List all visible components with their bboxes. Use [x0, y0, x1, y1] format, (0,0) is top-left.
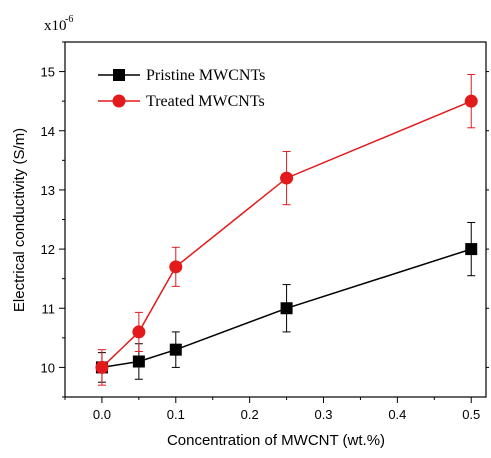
series-layer [95, 74, 478, 386]
data-point-treated [132, 325, 146, 339]
data-point-pristine [280, 302, 293, 315]
y-axis-label: Electrical conductivity (S/m) [11, 128, 28, 312]
y-tick-label: 13 [41, 183, 55, 198]
data-point-treated [169, 260, 183, 274]
y-tick-label: 15 [41, 65, 55, 80]
x-tick-label: 0.2 [241, 407, 259, 422]
x-tick-label: 0.4 [388, 407, 406, 422]
legend: Pristine MWCNTs Treated MWCNTs [98, 67, 265, 110]
x-tick-label: 0.0 [93, 407, 111, 422]
data-point-treated [280, 171, 294, 185]
y-tick-label: 10 [41, 360, 55, 375]
y-tick-label: 12 [41, 242, 55, 257]
y-tick-label: 14 [41, 124, 55, 139]
legend-label-treated: Treated MWCNTs [146, 93, 265, 110]
data-point-treated [95, 360, 109, 374]
data-point-pristine [169, 343, 182, 356]
x-tick-label: 0.5 [462, 407, 480, 422]
data-point-treated [464, 94, 478, 108]
legend-label-pristine: Pristine MWCNTs [146, 67, 265, 84]
x-tick-label: 0.3 [314, 407, 332, 422]
plot-frame [64, 41, 487, 398]
legend-marker-pristine [113, 69, 125, 81]
y-multiplier-exponent: -6 [65, 14, 73, 25]
y-multiplier: x10 [44, 18, 67, 34]
x-tick-label: 0.1 [167, 407, 185, 422]
y-tick-label: 11 [42, 301, 56, 316]
data-point-pristine [132, 355, 145, 368]
axis-ticks: 0.0 0.1 0.2 0.3 0.4 0.5 10 11 12 13 14 15 [41, 41, 489, 422]
data-point-pristine [465, 243, 478, 256]
legend-marker-treated [112, 94, 126, 108]
x-axis-label: Concentration of MWCNT (wt.%) [167, 432, 385, 449]
